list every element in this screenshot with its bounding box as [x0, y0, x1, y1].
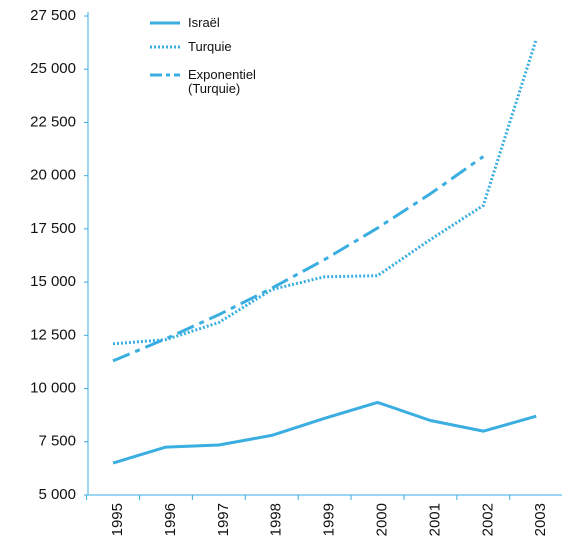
series-line: [112, 400, 537, 465]
legend-swatch: [150, 73, 180, 77]
y-tick-label: 20 000: [30, 167, 76, 184]
series-line: [112, 155, 485, 363]
series-line: [112, 38, 538, 346]
x-tick-label: 1996: [162, 503, 179, 536]
x-tick-label: 2003: [532, 503, 549, 536]
y-tick-label: 12 500: [30, 326, 76, 343]
legend-label: Israël: [188, 15, 220, 30]
x-tick-label: 2000: [373, 503, 390, 536]
y-tick-label: 7 500: [38, 433, 76, 450]
y-tick-label: 17 500: [30, 220, 76, 237]
legend-label: Exponentiel (Turquie): [188, 67, 256, 96]
x-tick-label: 1995: [109, 503, 126, 536]
y-tick-label: 27 500: [30, 7, 76, 24]
legend-swatch: [150, 21, 180, 25]
y-tick-label: 10 000: [30, 380, 76, 397]
x-tick-label: 2001: [426, 503, 443, 536]
legend-item: Exponentiel (Turquie): [150, 68, 350, 96]
legend-label: Turquie: [188, 39, 232, 54]
legend-item: Israël: [150, 16, 350, 30]
legend-item: Turquie: [150, 40, 350, 54]
y-tick-label: 5 000: [38, 486, 76, 503]
legend-swatch: [150, 45, 180, 49]
x-tick-label: 1999: [321, 503, 338, 536]
y-tick-label: 15 000: [30, 273, 76, 290]
x-tick-label: 1998: [268, 503, 285, 536]
x-tick-label: 1997: [215, 503, 232, 536]
y-tick-label: 22 500: [30, 113, 76, 130]
y-tick-label: 25 000: [30, 60, 76, 77]
x-tick-label: 2002: [479, 503, 496, 536]
